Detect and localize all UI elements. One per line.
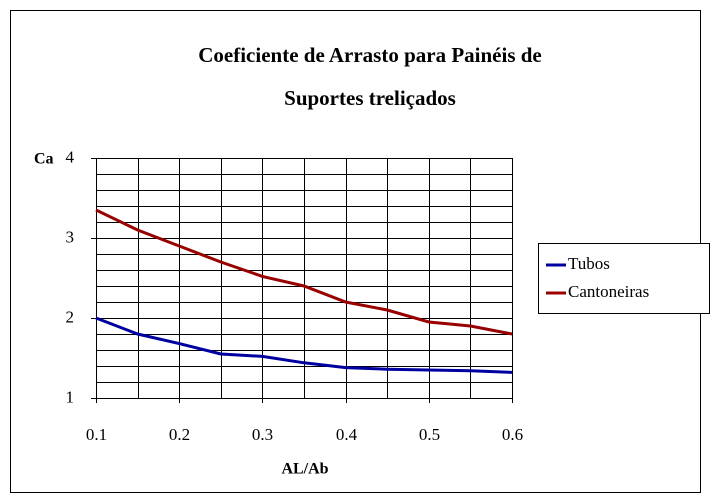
legend-label: Cantoneiras [568,282,649,301]
y-tick-label: 3 [66,227,75,246]
series-line [95,316,513,374]
y-axis-title: Ca [34,151,54,168]
x-tick-label: 0.1 [86,425,107,444]
series-line [95,208,513,336]
legend-box [538,243,710,314]
y-tick-label: 2 [66,307,75,326]
x-tick-label: 0.2 [169,425,190,444]
x-tick-label: 0.4 [336,425,358,444]
x-axis-title: AL/Ab [281,461,328,478]
x-tick-label: 0.6 [502,425,523,444]
chart-title: Suportes treliçados [284,86,456,110]
x-tick-label: 0.3 [252,425,273,444]
legend-label: Tubos [568,254,610,273]
y-tick-label: 4 [66,147,75,166]
y-tick-label: 1 [66,387,75,406]
x-tick-label: 0.5 [419,425,440,444]
chart-title: Coeficiente de Arrasto para Painéis de [198,43,542,67]
